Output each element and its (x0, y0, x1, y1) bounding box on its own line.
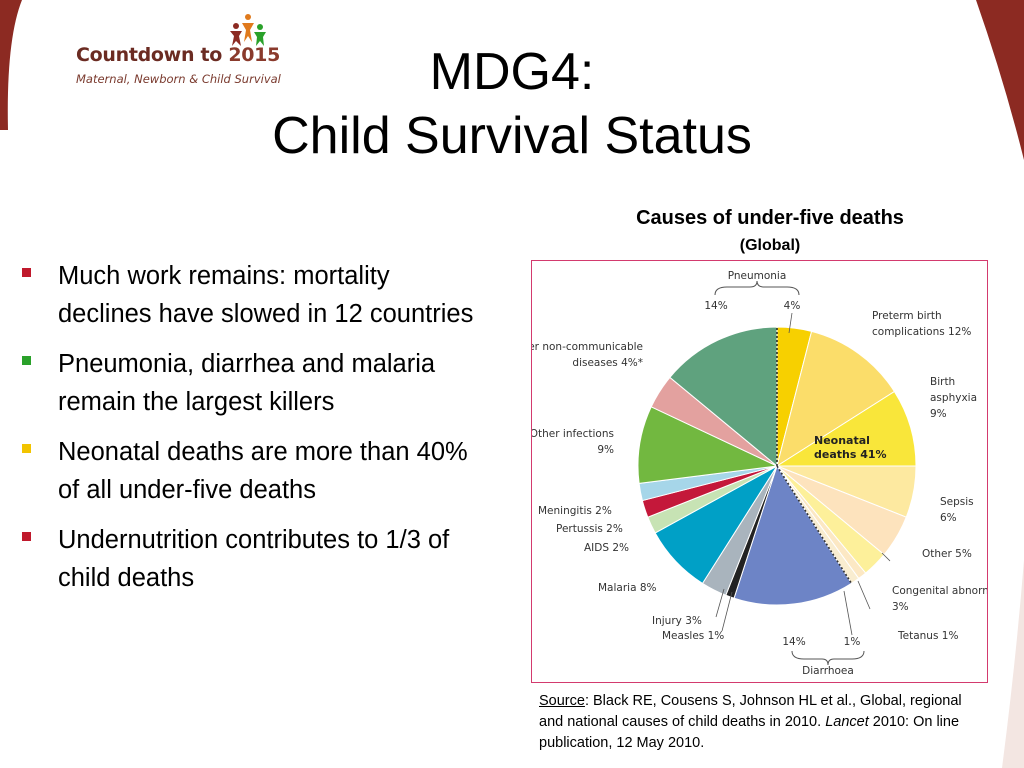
slice-label: Measles 1% (662, 630, 724, 642)
leader-line (881, 552, 891, 562)
corner-decoration-right (976, 0, 1024, 768)
slice-label-line: Measles 1% (662, 630, 724, 642)
brace-part-label: 1% (844, 636, 861, 648)
slice-label-line: complications 12% (872, 326, 971, 338)
slice-label-line: 6% (940, 512, 957, 524)
slice-label: Preterm birth complications 12% (872, 310, 971, 338)
bullet-item: Pneumonia, diarrhea and malaria remain t… (18, 345, 478, 421)
neonatal-group-label: Neonatal deaths 41% (814, 434, 887, 461)
pie-slice-diarrhoea (733, 464, 853, 606)
slide-title: MDG4: Child Survival Status (0, 40, 1024, 168)
slice-label-line: Other 5% (922, 548, 972, 560)
slice-label: Congenital abnormalities 3% (892, 585, 987, 613)
slice-label-line: Injury 3% (652, 615, 702, 627)
slice-label-line: AIDS 2% (584, 542, 629, 554)
brace-label-diarrhoea: Diarrhoea (802, 665, 854, 677)
slice-label-line: Other infections (532, 428, 614, 440)
chart-title: Causes of under-five deaths (636, 207, 904, 229)
slice-label: Other non-communicable diseases 4%* (532, 341, 643, 369)
leader-line (857, 580, 871, 610)
slice-label-line: Meningitis 2% (538, 505, 612, 517)
slice-label-line: Preterm birth (872, 310, 942, 322)
brace-pneumonia (714, 280, 800, 296)
brace-label-pneumonia: Pneumonia (728, 270, 787, 282)
neonatal-group-label-line: Neonatal (814, 434, 870, 447)
pie-chart: Neonatal deaths 41% Preterm birth complicat… (532, 270, 987, 677)
source-label: Source (539, 693, 585, 709)
leader-line (843, 590, 853, 636)
neonatal-boundary-line (776, 465, 853, 584)
pie-chart-frame: Neonatal deaths 41% Preterm birth complicat… (531, 260, 988, 683)
slice-label-line: 3% (892, 601, 909, 613)
bullet-marker-icon (22, 444, 31, 453)
pie-slice-preterm-birth-complications (776, 330, 896, 468)
source-citation: Source: Black RE, Cousens S, Johnson HL … (539, 693, 962, 751)
slide-title-line1: MDG4: (429, 43, 595, 101)
brace-diarrhoea (791, 650, 865, 666)
pie-slice-birth-asphyxia (775, 390, 917, 467)
neonatal-group-label-line: deaths 41% (814, 448, 887, 461)
corner-decoration-left (0, 0, 22, 130)
bullet-marker-icon (22, 356, 31, 365)
countdown-logo: Countdown to 2015 Maternal, Newborn & Ch… (76, 12, 296, 92)
slice-label-line: Other non-communicable (532, 341, 643, 353)
slice-label: Birth asphyxia 9% (930, 376, 977, 420)
logo-title: Countdown to 2015 (76, 44, 281, 66)
bullet-list: Much work remains: mortality declines ha… (18, 257, 478, 609)
brace-part-label: 14% (782, 636, 805, 648)
brace-part-label: 4% (784, 300, 801, 312)
slice-label-line: asphyxia (930, 392, 977, 404)
bullet-item: Neonatal deaths are more than 40% of all… (18, 433, 478, 509)
slice-label: Injury 3% (652, 615, 702, 627)
bullet-item: Much work remains: mortality declines ha… (18, 257, 478, 333)
slice-label-line: diseases 4%* (572, 357, 643, 369)
slice-label: Sepsis 6% (940, 496, 974, 524)
bullet-item: Undernutrition contributes to 1/3 of chi… (18, 521, 478, 597)
slice-label-line: Congenital abnormalities (892, 585, 987, 597)
slice-label-line: Sepsis (940, 496, 974, 508)
slide-title-line2: Child Survival Status (272, 107, 752, 165)
bullet-marker-icon (22, 532, 31, 541)
slice-label: Tetanus 1% (897, 630, 958, 642)
leader-line (721, 591, 733, 632)
pie-slice-pneumonia (669, 326, 778, 468)
logo-subtitle: Maternal, Newborn & Child Survival (76, 72, 281, 86)
brace-part-label: 14% (704, 300, 727, 312)
slice-label: Pertussis 2% (556, 523, 623, 535)
leader-line (715, 588, 725, 618)
family-figures-icon (230, 14, 266, 46)
slice-label-line: Pertussis 2% (556, 523, 623, 535)
slice-label: Other infections 9% (532, 428, 614, 456)
slice-label-line: Birth (930, 376, 955, 388)
slice-label-line: Malaria 8% (598, 582, 657, 594)
slice-label-line: Tetanus 1% (897, 630, 958, 642)
leader-line (788, 312, 793, 334)
bullet-marker-icon (22, 268, 31, 277)
slice-label: AIDS 2% (584, 542, 629, 554)
slice-label: Other 5% (922, 548, 972, 560)
slice-label: Meningitis 2% (538, 505, 612, 517)
slice-label-line: 9% (597, 444, 614, 456)
slice-label: Malaria 8% (598, 582, 657, 594)
slice-label-line: 9% (930, 408, 947, 420)
chart-subtitle: (Global) (739, 237, 801, 254)
